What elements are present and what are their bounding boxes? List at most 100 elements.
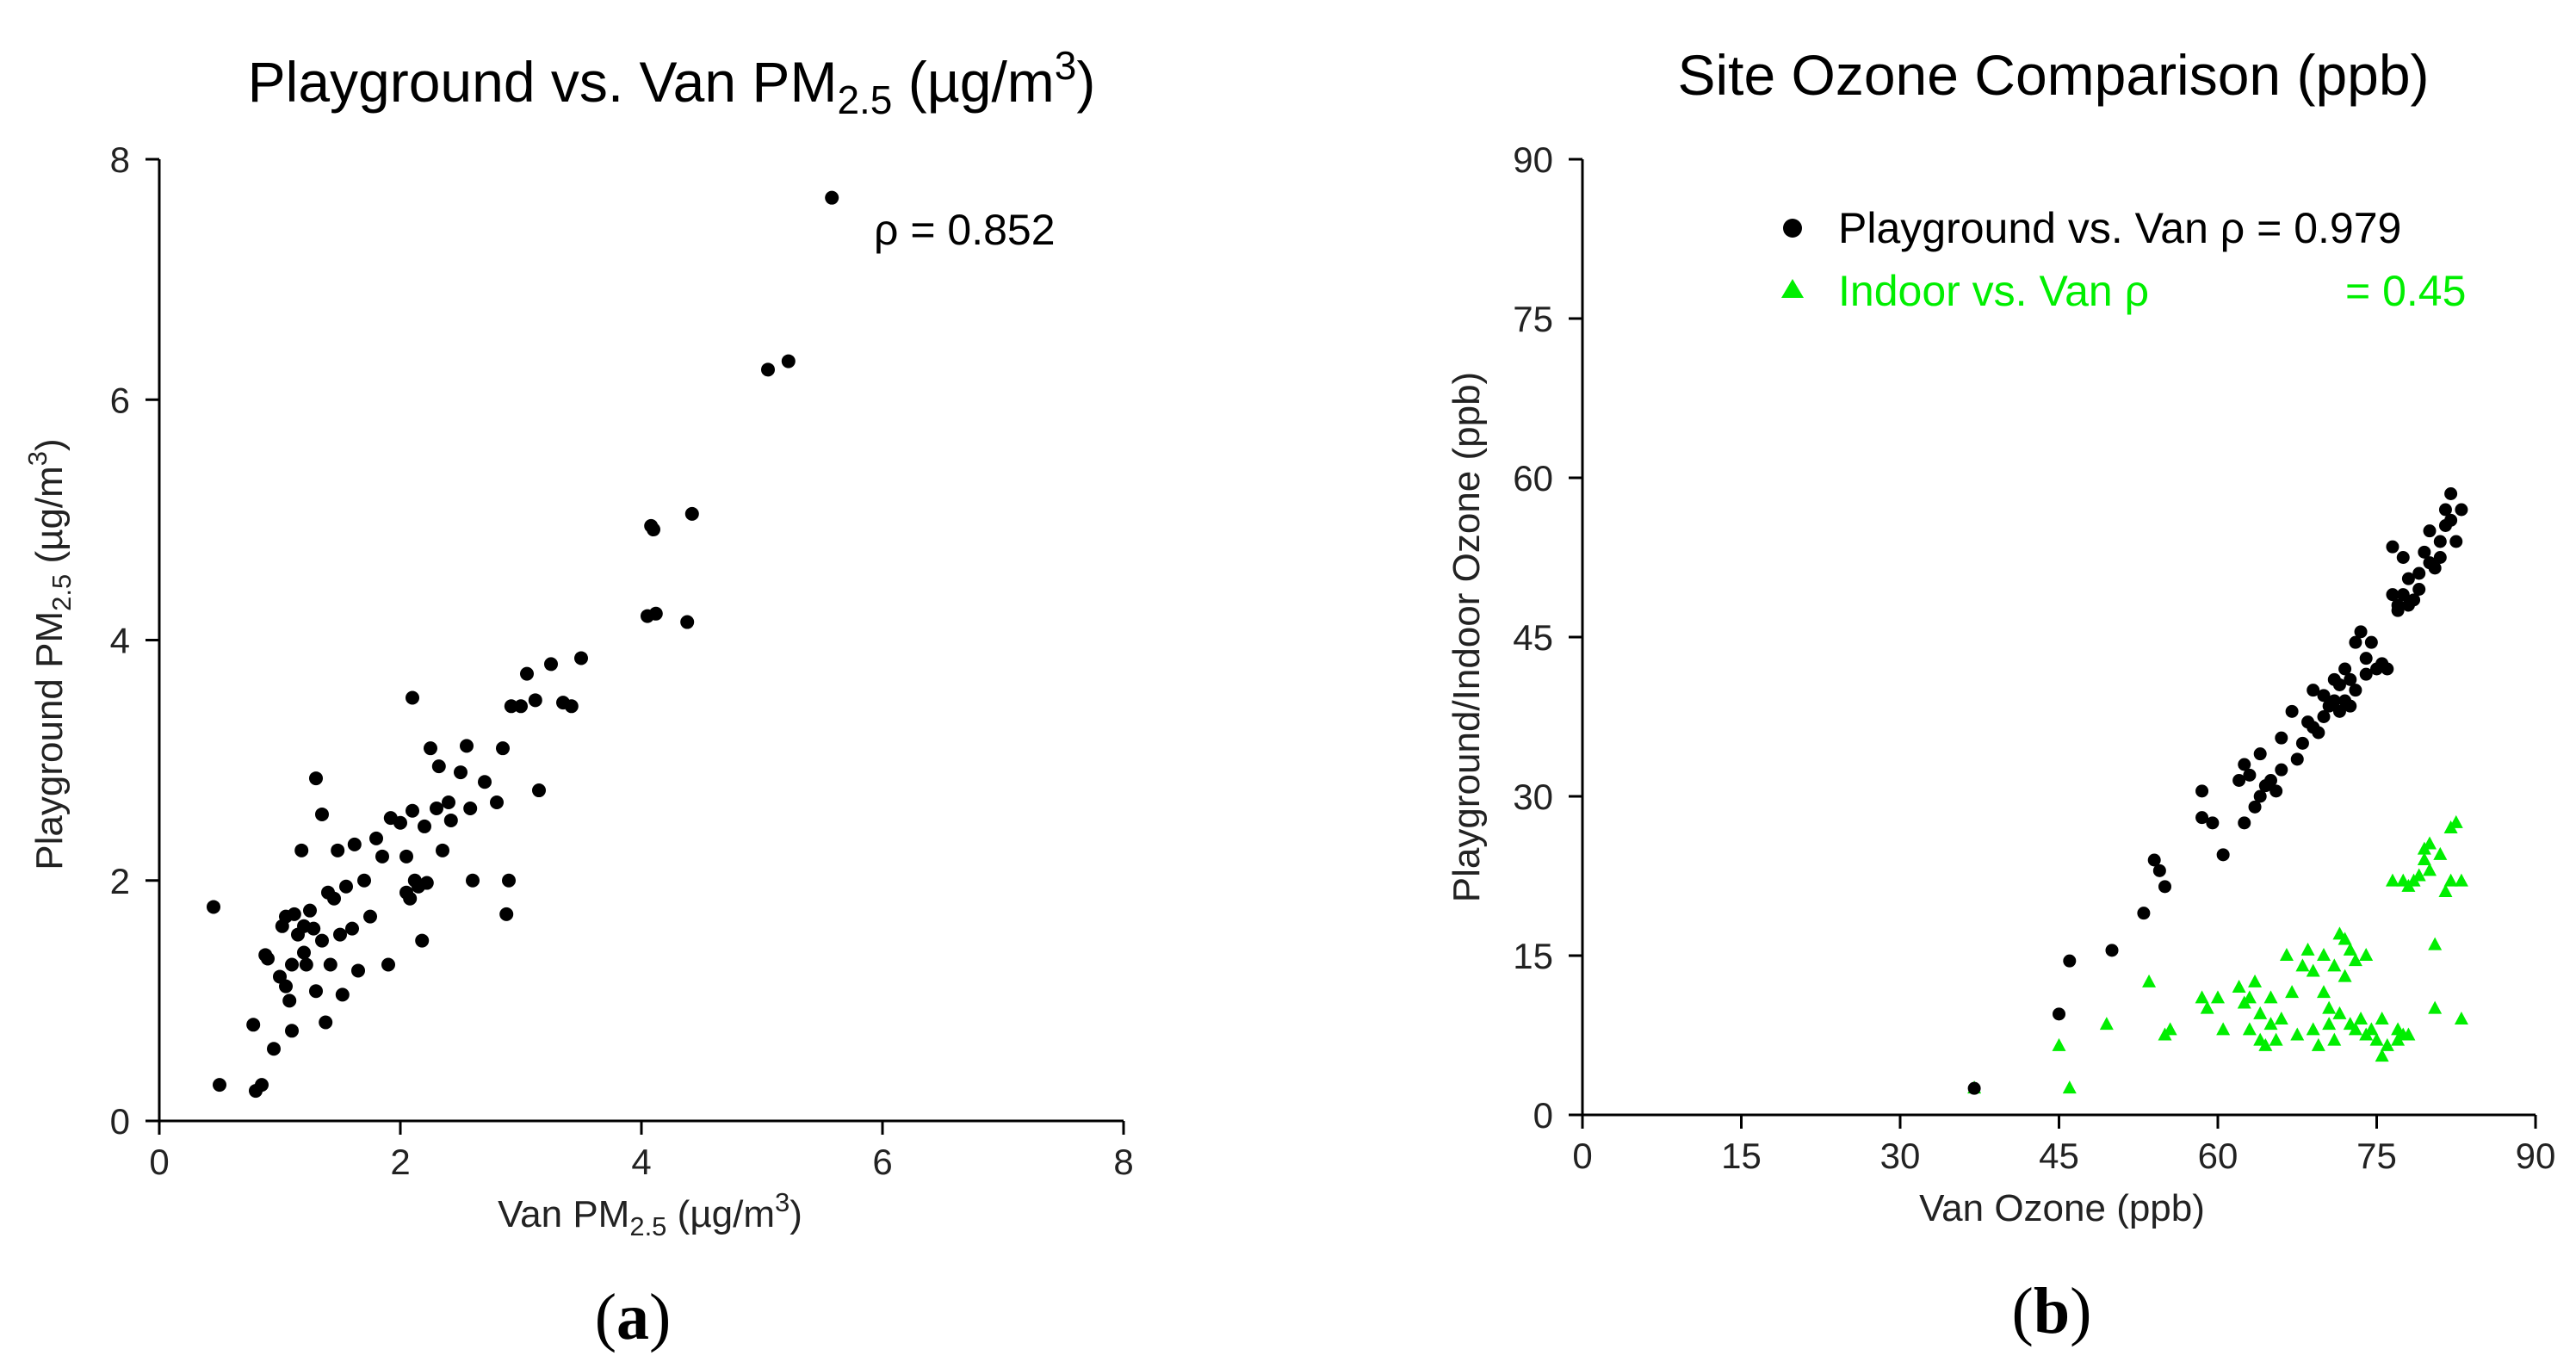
panel-b-playground-point — [1967, 1081, 1981, 1095]
panel-a-point — [443, 813, 458, 827]
panel-b-playground-point — [2295, 736, 2309, 750]
panel-b-y-label: Playground/Indoor Ozone (ppb) — [1446, 372, 1488, 902]
panel-b-playground-point — [2275, 731, 2288, 745]
panel-a-point — [430, 801, 443, 815]
panel-a-point — [307, 921, 321, 936]
panel-b-playground-point — [2238, 816, 2251, 830]
panel-a-point — [424, 741, 437, 756]
panel-a-point — [333, 927, 347, 942]
panel-a-rho-annotation: ρ = 0.852 — [874, 206, 1056, 254]
panel-b-playground-point — [2152, 864, 2166, 877]
panel-b-indoor-point — [2274, 1012, 2288, 1024]
panel-b-indoor-point — [2211, 990, 2225, 1004]
panel-a-y-label: Playground PM2.5 (µg/m3) — [22, 438, 77, 870]
panel-a-point — [466, 873, 480, 888]
panel-a-point — [460, 739, 474, 753]
panel-b-indoor-point — [2423, 863, 2437, 876]
panel-b-indoor-point — [2385, 873, 2400, 887]
panel-b-indoor-point — [2052, 1037, 2066, 1051]
panel-b-playground-point — [2063, 954, 2077, 968]
panel-b-playground-point — [2381, 662, 2394, 676]
panel-a-point — [285, 957, 299, 972]
panel-b-playground-point — [2317, 689, 2331, 703]
panel-b-playground-point — [2412, 583, 2426, 596]
panel-b-indoor-point — [2216, 1022, 2231, 1036]
panel-a-point — [431, 759, 446, 774]
panel-b-xtick-label: 45 — [2039, 1136, 2079, 1176]
panel-b-indoor-point — [2263, 1017, 2278, 1031]
panel-b-playground-point — [2332, 678, 2346, 691]
panel-b-indoor-point — [2438, 884, 2453, 897]
panel-b-indoor-point — [2454, 873, 2468, 887]
panel-b-playground-point — [2238, 758, 2251, 771]
panel-b-indoor-point — [2412, 868, 2426, 882]
panel-b-playground-point — [2359, 652, 2373, 665]
panel-b-playground-point — [2349, 684, 2362, 697]
panel-b-playground-point — [2428, 561, 2442, 575]
panel-a-ytick-label: 2 — [110, 861, 130, 901]
panel-b-indoor-point — [2343, 942, 2357, 956]
panel-b-playground-point — [2158, 880, 2171, 894]
panel-a-point — [499, 907, 514, 921]
panel-a-ytick-label: 4 — [110, 621, 130, 661]
panel-b-playground-point — [2455, 503, 2468, 517]
panel-b-playground-point — [2290, 752, 2304, 766]
panel-b-playground-point — [2332, 704, 2346, 718]
panel-b-playground-point — [2391, 604, 2405, 617]
panel-a-point — [393, 815, 407, 830]
panel-a-label: (a) — [595, 1281, 672, 1353]
panel-a-point — [363, 909, 377, 924]
panel-b-playground-point — [2307, 684, 2320, 697]
panel-a-point — [347, 837, 362, 851]
panel-b-indoor-point — [2295, 958, 2310, 972]
panel-b-ytick-label: 30 — [1513, 777, 1553, 817]
panel-a-point — [297, 945, 311, 960]
legend-playground-text: Playground vs. Van ρ = 0.979 — [1838, 204, 2401, 252]
panel-a-point — [648, 606, 663, 621]
panel-a-point — [403, 891, 418, 906]
panel-a-point — [406, 803, 419, 818]
panel-b-playground-point — [2438, 503, 2452, 517]
panel-b-indoor-point — [2290, 1027, 2305, 1041]
panel-b-playground-point — [2433, 551, 2447, 564]
panel-a-point — [375, 849, 389, 864]
panel-b-indoor-point — [2443, 873, 2458, 887]
panel-b-label: (b) — [2012, 1275, 2092, 1347]
panel-b-playground-point — [2327, 694, 2341, 708]
panel-b-playground-point — [2253, 747, 2267, 761]
panel-a-point — [418, 819, 431, 833]
panel-b-indoor-points — [1967, 814, 2468, 1094]
legend-indoor-text: Indoor vs. Van ρ — [1838, 267, 2149, 315]
panel-a-points — [207, 190, 839, 1099]
panel-a-point — [544, 657, 558, 672]
panel-b-playground-point — [2396, 588, 2410, 602]
panel-a-point — [369, 831, 383, 845]
panel-b-indoor-point — [2449, 814, 2463, 828]
panel-b-indoor-point — [2306, 963, 2320, 977]
panel-a-point — [419, 876, 434, 890]
panel-a-point — [285, 1024, 299, 1038]
panel-a-point — [246, 1018, 261, 1032]
panel-a-point — [303, 903, 317, 918]
panel-a-point — [463, 801, 478, 815]
panel-a-point — [647, 523, 660, 537]
panel-b-playground-point — [2396, 551, 2410, 564]
panel-b-indoor-point — [2232, 980, 2246, 993]
panel-b-indoor-point — [2195, 990, 2209, 1004]
panel-b-indoor-point — [2332, 1006, 2347, 1019]
panel-b-playground-point — [2449, 535, 2463, 548]
panel-a-point — [684, 506, 699, 521]
panel-a-point — [309, 984, 323, 999]
panel-b-playground-point — [2407, 593, 2421, 607]
panel-a-point — [335, 987, 350, 1002]
panel-a-point — [415, 933, 430, 948]
panel-a-point — [680, 615, 695, 629]
panel-a-point — [351, 963, 365, 978]
panel-b-xtick-label: 30 — [1880, 1136, 1921, 1176]
panel-a-point — [514, 699, 528, 714]
panel-b-indoor-point — [2423, 836, 2437, 850]
panel-a-ytick-label: 8 — [110, 139, 130, 180]
panel-b-playground-point — [2444, 513, 2458, 527]
panel-b-indoor-point — [2401, 1027, 2416, 1041]
panel-a-point — [345, 921, 359, 936]
